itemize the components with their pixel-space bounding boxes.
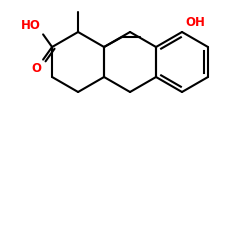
Text: O: O (31, 62, 41, 74)
Text: OH: OH (185, 16, 205, 29)
Text: HO: HO (21, 20, 41, 32)
